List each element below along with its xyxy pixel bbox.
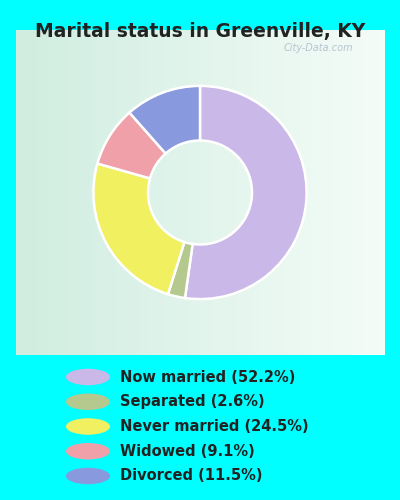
Wedge shape — [98, 112, 166, 178]
Text: Now married (52.2%): Now married (52.2%) — [120, 370, 295, 384]
Wedge shape — [94, 164, 184, 294]
Circle shape — [66, 394, 110, 410]
Text: Widowed (9.1%): Widowed (9.1%) — [120, 444, 255, 459]
Text: City-Data.com: City-Data.com — [283, 43, 353, 53]
Circle shape — [66, 418, 110, 435]
Circle shape — [66, 369, 110, 385]
Text: Divorced (11.5%): Divorced (11.5%) — [120, 468, 262, 483]
Wedge shape — [130, 86, 200, 154]
Text: Marital status in Greenville, KY: Marital status in Greenville, KY — [35, 22, 365, 41]
Text: Separated (2.6%): Separated (2.6%) — [120, 394, 265, 409]
Wedge shape — [185, 86, 306, 299]
Wedge shape — [168, 242, 193, 298]
Text: Never married (24.5%): Never married (24.5%) — [120, 419, 309, 434]
Circle shape — [66, 468, 110, 484]
Circle shape — [66, 443, 110, 460]
